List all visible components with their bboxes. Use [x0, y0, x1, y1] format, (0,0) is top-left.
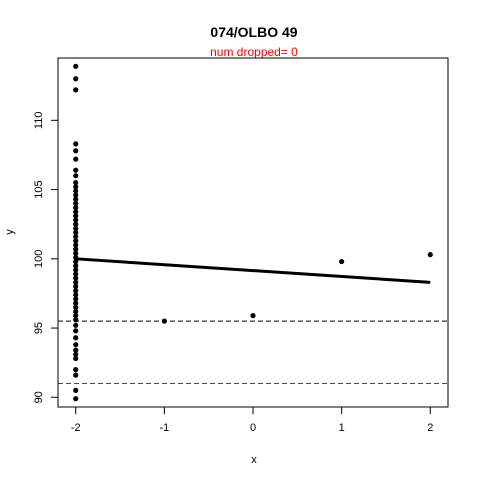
data-point: [339, 258, 345, 265]
data-point: [73, 148, 79, 154]
data-point: [73, 275, 79, 281]
data-point: [73, 87, 79, 93]
data-point: [73, 213, 79, 219]
data-point: [73, 279, 79, 285]
y-axis: 90 95 100 105 110: [33, 112, 59, 403]
y-tick-label: 105: [33, 180, 45, 198]
reference-lines: [58, 320, 448, 384]
data-point: [73, 246, 79, 252]
data-point: [250, 312, 256, 319]
y-axis-label: y: [4, 229, 16, 235]
data-point: [73, 209, 79, 215]
data-point: [73, 300, 79, 306]
data-point: [73, 192, 79, 198]
data-point: [73, 328, 79, 334]
regression-line: [75, 257, 431, 284]
data-point: [73, 263, 79, 269]
x-axis: -2 -1 0 1 2: [71, 406, 433, 434]
data-point: [73, 238, 79, 244]
data-point: [73, 250, 79, 256]
y-tick-label: 110: [33, 112, 45, 130]
data-point: [73, 387, 79, 393]
y-tick-label: 95: [33, 322, 45, 334]
data-points: [73, 63, 433, 402]
data-point: [73, 242, 79, 248]
data-point: [73, 184, 79, 190]
plot-area-frame: [57, 57, 449, 408]
data-point: [73, 76, 79, 82]
data-point: [73, 188, 79, 194]
data-point: [73, 271, 79, 277]
x-tick-label: 2: [427, 422, 433, 434]
y-tick-label: 90: [33, 391, 45, 403]
data-point: [73, 312, 79, 319]
data-point: [73, 292, 79, 298]
data-point: [73, 347, 79, 353]
data-point: [73, 225, 79, 231]
data-point: [73, 254, 79, 261]
x-tick-label: 1: [339, 422, 345, 434]
x-axis-label: x: [251, 454, 257, 466]
data-point: [73, 196, 79, 202]
data-point: [73, 200, 79, 207]
data-point: [73, 296, 79, 302]
data-point: [73, 229, 79, 236]
data-point: [427, 252, 433, 258]
chart-subtitle: num dropped= 0: [210, 45, 298, 59]
data-point: [73, 180, 79, 186]
data-point: [73, 167, 79, 173]
data-point: [73, 322, 79, 328]
data-point: [73, 355, 79, 362]
data-point: [73, 141, 79, 147]
data-point: [73, 304, 79, 310]
data-point: [73, 351, 79, 357]
fit-line-group: [75, 257, 431, 284]
data-point: [73, 372, 79, 378]
data-point: [73, 317, 79, 323]
data-point: [73, 283, 79, 290]
data-point: [73, 367, 79, 373]
data-point: [73, 63, 79, 69]
x-tick-label: -2: [71, 422, 81, 434]
data-point: [73, 217, 79, 223]
data-point: [73, 288, 79, 294]
data-point: [73, 342, 79, 348]
data-point: [73, 396, 79, 402]
data-point: [73, 335, 79, 341]
data-point: [161, 318, 167, 324]
data-point: [73, 221, 79, 227]
chart-title: 074/OLBO 49: [210, 24, 297, 40]
x-tick-label: 0: [250, 422, 256, 434]
data-point: [73, 308, 79, 315]
data-point: [73, 156, 79, 162]
x-tick-label: -1: [159, 422, 169, 434]
data-point: [73, 173, 79, 179]
data-point: [73, 258, 79, 265]
y-tick-label: 100: [33, 250, 45, 268]
data-point: [73, 234, 79, 240]
data-point: [73, 267, 79, 273]
data-point: [73, 204, 79, 211]
